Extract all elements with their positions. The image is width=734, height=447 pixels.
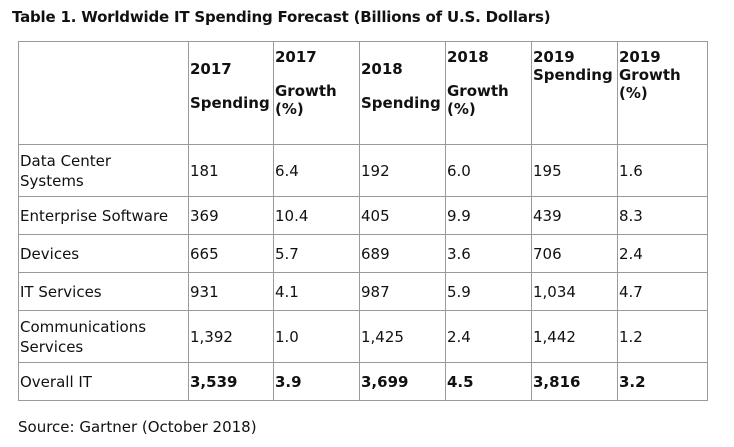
cell-2017-spending: 3,539 (188, 362, 274, 401)
header-2018-spending-year: 2018 (361, 60, 403, 78)
cell-2018-growth: 4.5 (445, 362, 532, 401)
cell-2018-growth: 9.9 (445, 196, 532, 235)
cell-2018-growth: 3.6 (445, 234, 532, 273)
header-2018-spending-label: Spending (361, 94, 441, 112)
source-note: Source: Gartner (October 2018) (18, 418, 257, 436)
cell-2019-growth: 2.4 (617, 234, 708, 273)
header-2019-spending-label: Spending (533, 66, 613, 84)
table-row: Enterprise Software 369 10.4 405 9.9 439… (18, 196, 708, 235)
cell-2019-spending: 3,816 (531, 362, 618, 401)
table-row: Communications Services 1,392 1.0 1,425 … (18, 310, 708, 363)
cell-2017-spending: 665 (188, 234, 274, 273)
table-row: Devices 665 5.7 689 3.6 706 2.4 (18, 234, 708, 273)
header-2018-growth-pct: (%) (447, 100, 476, 118)
cell-2019-growth: 3.2 (617, 362, 708, 401)
header-2019-growth-pct: (%) (619, 84, 648, 102)
cell-2018-spending: 405 (359, 196, 446, 235)
row-label: Overall IT (18, 362, 189, 401)
cell-2019-spending: 1,442 (531, 310, 618, 363)
cell-2019-spending: 195 (531, 144, 618, 197)
row-label-line1: Communications (20, 317, 147, 336)
cell-2017-growth: 1.0 (273, 310, 360, 363)
header-2018-growth-year: 2018 (447, 48, 489, 66)
cell-2018-spending: 689 (359, 234, 446, 273)
cell-2019-spending: 439 (531, 196, 618, 235)
cell-2017-spending: 1,392 (188, 310, 274, 363)
cell-2018-spending: 192 (359, 144, 446, 197)
header-2019-growth-label: Growth (619, 66, 681, 84)
row-label: Devices (18, 234, 189, 273)
cell-2018-growth: 6.0 (445, 144, 532, 197)
header-2017-growth-year: 2017 (275, 48, 317, 66)
cell-2019-growth: 8.3 (617, 196, 708, 235)
header-2017-growth-pct: (%) (275, 100, 304, 118)
cell-2018-spending: 1,425 (359, 310, 446, 363)
header-2017-growth-label: Growth (275, 82, 337, 100)
header-2018-growth: 2018 Growth (%) (445, 41, 532, 145)
table-row-total: Overall IT 3,539 3.9 3,699 4.5 3,816 3.2 (18, 362, 708, 401)
cell-2019-spending: 706 (531, 234, 618, 273)
table-title: Table 1. Worldwide IT Spending Forecast … (12, 8, 551, 26)
header-2019-growth-year: 2019 (619, 48, 661, 66)
header-2018-growth-label: Growth (447, 82, 509, 100)
header-2019-spending: 2019 Spending (531, 41, 618, 145)
header-row: 2017 Spending 2017 Growth (%) 2018 Spend… (18, 41, 708, 145)
table-row: IT Services 931 4.1 987 5.9 1,034 4.7 (18, 272, 708, 311)
cell-2017-spending: 181 (188, 144, 274, 197)
cell-2017-spending: 369 (188, 196, 274, 235)
cell-2017-growth: 5.7 (273, 234, 360, 273)
cell-2018-spending: 3,699 (359, 362, 446, 401)
header-2017-spending-label: Spending (190, 94, 270, 112)
header-2017-growth: 2017 Growth (%) (273, 41, 360, 145)
cell-2018-growth: 5.9 (445, 272, 532, 311)
it-spending-table: 2017 Spending 2017 Growth (%) 2018 Spend… (18, 41, 708, 401)
cell-2017-spending: 931 (188, 272, 274, 311)
row-label: Communications Services (18, 310, 189, 363)
row-label: Data Center Systems (18, 144, 189, 197)
cell-2017-growth: 6.4 (273, 144, 360, 197)
row-label-line2: Systems (20, 171, 84, 190)
table-row: Data Center Systems 181 6.4 192 6.0 195 … (18, 144, 708, 197)
header-2019-growth: 2019 Growth (%) (617, 41, 708, 145)
cell-2017-growth: 3.9 (273, 362, 360, 401)
header-blank-cell (18, 41, 189, 145)
row-label-line2: Services (20, 337, 84, 356)
row-label: IT Services (18, 272, 189, 311)
cell-2018-spending: 987 (359, 272, 446, 311)
cell-2019-growth: 1.6 (617, 144, 708, 197)
cell-2019-growth: 4.7 (617, 272, 708, 311)
row-label-line1: Data Center (20, 151, 112, 170)
header-2017-spending-year: 2017 (190, 60, 232, 78)
header-2018-spending: 2018 Spending (359, 41, 446, 145)
header-2017-spending: 2017 Spending (188, 41, 274, 145)
cell-2018-growth: 2.4 (445, 310, 532, 363)
row-label: Enterprise Software (18, 196, 189, 235)
header-2019-spending-year: 2019 (533, 48, 575, 66)
cell-2019-growth: 1.2 (617, 310, 708, 363)
cell-2019-spending: 1,034 (531, 272, 618, 311)
cell-2017-growth: 10.4 (273, 196, 360, 235)
cell-2017-growth: 4.1 (273, 272, 360, 311)
